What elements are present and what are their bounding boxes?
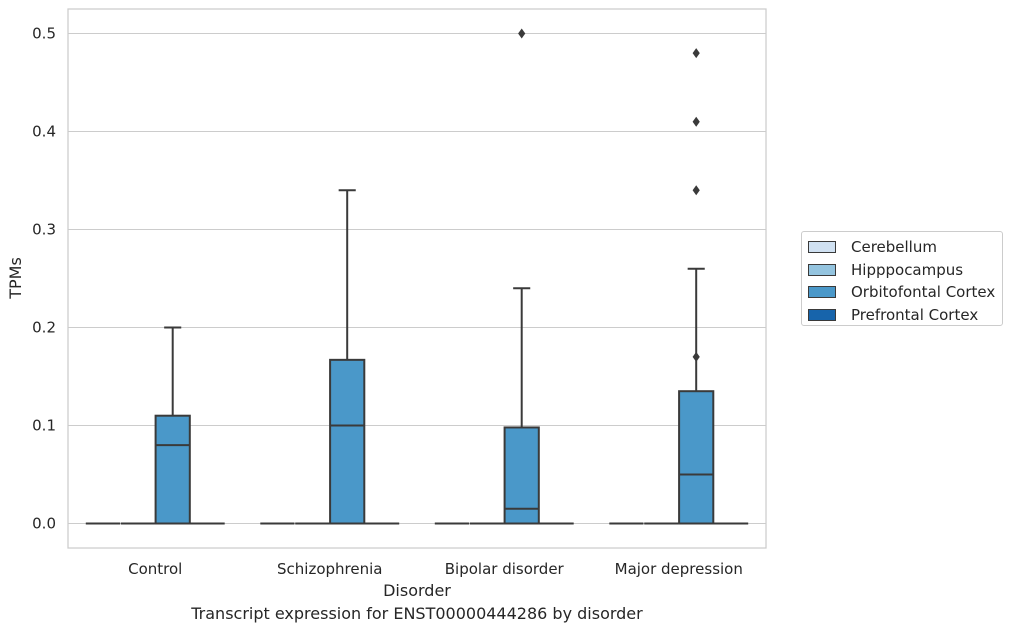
x-axis-label: Disorder: [383, 581, 451, 600]
x-tick-label: Bipolar disorder: [445, 560, 565, 578]
legend-swatch: [808, 286, 836, 299]
legend-swatch: [808, 241, 836, 254]
box: [329, 358, 366, 525]
legend-item: Hipppocampus: [808, 259, 1002, 282]
outlier-point: [692, 351, 700, 362]
box: [678, 390, 715, 525]
x-tick-label: Control: [128, 560, 182, 578]
boxes: [85, 28, 749, 525]
legend: Cerebellum Hipppocampus Orbitofontal Cor…: [801, 231, 1003, 326]
outlier-point: [692, 185, 700, 196]
x-tick-label: Major depression: [615, 560, 743, 578]
legend-item: Cerebellum: [808, 236, 1002, 259]
y-tick-label: 0.1: [32, 417, 56, 435]
box: [503, 426, 540, 525]
legend-swatch: [808, 263, 836, 276]
figure-caption: Transcript expression for ENST0000044428…: [191, 604, 643, 623]
legend-label: Cerebellum: [851, 238, 937, 257]
legend-label: Prefrontal Cortex: [851, 305, 979, 324]
outlier-point: [518, 28, 526, 39]
y-tick-label: 0.3: [32, 221, 56, 239]
y-tick-label: 0.5: [32, 25, 56, 43]
legend-label: Hipppocampus: [851, 260, 964, 279]
x-tick-labels: Control Schizophrenia Bipolar disorder Majo…: [128, 560, 743, 578]
y-tick-label: 0.0: [32, 515, 56, 533]
legend-item: Orbitofontal Cortex: [808, 281, 1002, 304]
legend-swatch: [808, 308, 836, 321]
box: [154, 414, 191, 525]
y-tick-label: 0.2: [32, 319, 56, 337]
legend-item: Prefrontal Cortex: [808, 304, 1002, 327]
y-tick-labels: 0.0 0.1 0.2 0.3 0.4 0.5: [32, 25, 56, 533]
y-axis-label: TPMs: [6, 257, 25, 300]
y-tick-label: 0.4: [32, 123, 56, 141]
x-tick-label: Schizophrenia: [277, 560, 382, 578]
outlier-point: [692, 116, 700, 127]
legend-label: Orbitofontal Cortex: [851, 283, 996, 302]
outlier-point: [692, 48, 700, 59]
